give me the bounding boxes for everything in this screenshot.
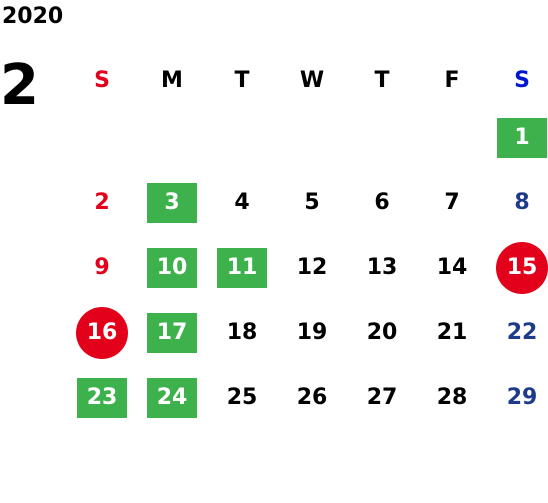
day-cell: 14 [417,235,487,300]
weekday-header: S [514,67,530,93]
day-cell: 28 [417,365,487,430]
day-cell: 11 [207,235,277,300]
day-number: 2 [94,190,110,215]
day-cell: 20 [347,300,417,365]
day-cell: 22 [487,300,548,365]
weekday-header: F [444,67,460,93]
day-number: 21 [436,320,468,345]
day-cell: 1 [487,105,548,170]
day-number: 6 [374,190,390,215]
empty-day-cell [347,105,417,170]
day-number: 28 [436,385,468,410]
day-cell: 18 [207,300,277,365]
day-number: 13 [366,255,398,280]
day-number: 22 [506,320,538,345]
day-number: 25 [226,385,258,410]
day-cell: 15 [487,235,548,300]
month-number: 2 [0,53,39,118]
day-number-highlight-green: 11 [217,247,267,288]
day-cell: 29 [487,365,548,430]
day-cell: 13 [347,235,417,300]
day-number-highlight-green: 23 [77,377,127,418]
day-cell: 19 [277,300,347,365]
day-number: 27 [366,385,398,410]
year-label: 2020 [2,4,64,29]
day-number: 26 [296,385,328,410]
day-cell: 7 [417,170,487,235]
day-cell: 17 [137,300,207,365]
empty-day-cell [137,105,207,170]
day-number: 7 [444,190,460,215]
day-cell: 3 [137,170,207,235]
empty-day-cell [67,105,137,170]
day-cell: 5 [277,170,347,235]
day-cell: 26 [277,365,347,430]
calendar-grid: S M T W T F S 1 2 3 4 5 6 7 8 9 10 11 12 13 14 15 16 17 18 19 20 21… [67,55,548,430]
day-cell: 23 [67,365,137,430]
weekday-header: T [234,67,250,93]
day-number-highlight-green: 10 [147,247,197,288]
day-cell: 12 [277,235,347,300]
day-number-highlight-green: 24 [147,377,197,418]
day-cell: 8 [487,170,548,235]
day-number: 18 [226,320,258,345]
day-cell: 6 [347,170,417,235]
day-cell: 25 [207,365,277,430]
day-cell: 9 [67,235,137,300]
day-cell: 21 [417,300,487,365]
day-number: 5 [304,190,320,215]
day-cell: 16 [67,300,137,365]
day-number-highlight-red: 15 [496,241,548,294]
day-cell: 10 [137,235,207,300]
weekday-header: W [299,67,325,93]
day-number: 4 [234,190,250,215]
day-number: 9 [94,255,110,280]
day-cell: 24 [137,365,207,430]
day-number: 19 [296,320,328,345]
day-cell: 4 [207,170,277,235]
weekday-header: S [94,67,110,93]
day-number-highlight-red: 16 [76,306,128,359]
day-number: 20 [366,320,398,345]
weekday-header: T [374,67,390,93]
day-number: 12 [296,255,328,280]
day-cell: 27 [347,365,417,430]
day-number-highlight-green: 17 [147,312,197,353]
empty-day-cell [207,105,277,170]
day-number-highlight-green: 1 [497,117,547,158]
day-number-highlight-green: 3 [147,182,197,223]
day-number: 14 [436,255,468,280]
day-number: 8 [514,190,530,215]
empty-day-cell [277,105,347,170]
day-number: 29 [506,385,538,410]
weekday-header: M [161,67,183,93]
day-cell: 2 [67,170,137,235]
empty-day-cell [417,105,487,170]
